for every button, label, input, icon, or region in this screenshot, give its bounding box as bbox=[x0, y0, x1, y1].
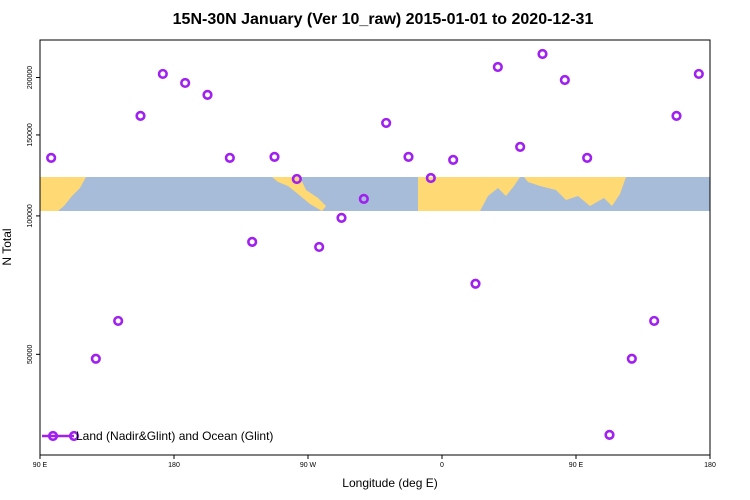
data-point bbox=[269, 151, 280, 162]
data-point bbox=[515, 141, 526, 152]
x-tick-label: 90 E bbox=[33, 462, 48, 469]
data-point bbox=[671, 110, 682, 122]
data-point bbox=[492, 61, 503, 73]
x-tick-label: 180 bbox=[168, 462, 180, 469]
data-point bbox=[90, 353, 101, 364]
x-axis-label: Longitude (deg E) bbox=[342, 476, 437, 490]
data-point bbox=[649, 315, 660, 327]
legend-marker bbox=[68, 430, 80, 442]
legend-label: Land (Nadir&Glint) and Ocean (Glint) bbox=[76, 429, 273, 443]
data-point bbox=[224, 152, 235, 164]
data-point bbox=[582, 152, 593, 164]
data-point bbox=[537, 48, 548, 60]
data-point bbox=[470, 278, 481, 289]
data-point bbox=[358, 193, 369, 204]
y-axis-label: N Total bbox=[0, 228, 14, 265]
y-tick-label: 50000 bbox=[27, 344, 34, 364]
x-tick-label: 90 W bbox=[300, 462, 317, 469]
data-point bbox=[336, 212, 347, 224]
x-tick-label: 0 bbox=[440, 462, 444, 469]
y-tick-label: 150000 bbox=[27, 123, 34, 146]
legend-marker bbox=[47, 430, 59, 442]
y-tick-label: 100000 bbox=[27, 204, 34, 227]
map-band bbox=[40, 177, 710, 211]
data-point bbox=[448, 154, 459, 165]
data-point bbox=[314, 241, 325, 253]
data-point bbox=[157, 68, 168, 80]
data-point bbox=[559, 74, 570, 86]
plot-frame bbox=[39, 39, 711, 456]
x-tick-label: 180 bbox=[704, 462, 716, 469]
data-point bbox=[180, 77, 191, 89]
data-point bbox=[403, 151, 414, 162]
x-tick-label: 90 E bbox=[569, 462, 584, 469]
chart-title: 15N-30N January (Ver 10_raw) 2015-01-01 … bbox=[173, 11, 594, 28]
y-tick-label: 200000 bbox=[27, 66, 34, 89]
data-point bbox=[202, 89, 213, 100]
data-point bbox=[113, 315, 124, 327]
data-point bbox=[425, 172, 436, 184]
data-point bbox=[46, 152, 57, 164]
data-point bbox=[626, 353, 637, 364]
data-point bbox=[381, 117, 392, 129]
data-point bbox=[291, 173, 302, 185]
data-point bbox=[693, 68, 704, 80]
data-point bbox=[604, 429, 615, 440]
data-point bbox=[247, 236, 258, 247]
data-point bbox=[135, 110, 146, 122]
